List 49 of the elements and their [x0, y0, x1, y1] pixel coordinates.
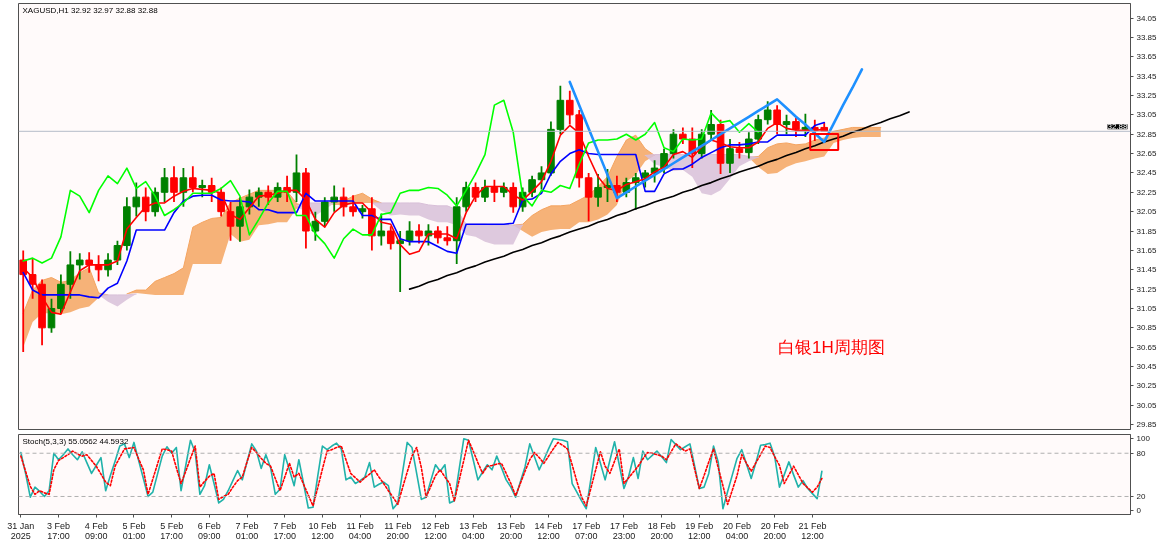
- x-tick-label: 21 Feb 12:00: [798, 520, 827, 541]
- y-tick-label: 33.45: [1136, 71, 1158, 81]
- x-tick-label: 5 Feb 01:00: [122, 520, 146, 541]
- y-tick-label: 30.65: [1136, 342, 1158, 352]
- y-tick-label: 30.05: [1136, 400, 1158, 410]
- x-tick-label: 13 Feb 20:00: [496, 520, 525, 541]
- x-tick-label: 13 Feb 04:00: [459, 520, 488, 541]
- x-tick-label: 18 Feb 20:00: [647, 520, 676, 541]
- y-tick-label: 31.05: [1136, 303, 1158, 313]
- y-tick-label: 31.25: [1136, 284, 1158, 294]
- y-tick-label: 31.65: [1136, 245, 1158, 255]
- y-tick-label: 32.45: [1136, 168, 1158, 178]
- y-tick-label: 31.45: [1136, 265, 1158, 275]
- y-tick-label: 31.85: [1136, 226, 1158, 236]
- y-tick-label: 33.65: [1136, 52, 1158, 62]
- y-tick-label: 33.05: [1136, 110, 1158, 120]
- x-tick-label: 20 Feb 20:00: [760, 520, 789, 541]
- y-tick-label: 33.85: [1136, 32, 1158, 42]
- y-tick-label: 0: [1136, 506, 1142, 516]
- y-tick-label: 34.05: [1136, 13, 1158, 23]
- x-tick-label: 14 Feb 12:00: [534, 520, 563, 541]
- x-tick-label: 10 Feb 12:00: [308, 520, 337, 541]
- x-tick-label: 17 Feb 07:00: [572, 520, 601, 541]
- y-tick-label: 80: [1136, 448, 1146, 458]
- chart-title: Stoch(5,3,3) 55.0562 44.5932: [22, 436, 129, 446]
- y-tick-label: 32.05: [1136, 207, 1158, 217]
- x-tick-label: 5 Feb 17:00: [160, 520, 184, 541]
- y-tick-label: 20: [1136, 491, 1146, 501]
- x-tick-label: 7 Feb 17:00: [273, 520, 297, 541]
- x-tick-label: 11 Feb 04:00: [346, 520, 374, 541]
- y-tick-label: 33.25: [1136, 90, 1158, 100]
- y-tick-label: 30.25: [1136, 381, 1158, 391]
- y-tick-label: 32.85: [1136, 129, 1158, 139]
- y-tick-label: 30.85: [1136, 323, 1158, 333]
- y-tick-label: 29.85: [1136, 420, 1158, 430]
- x-tick-label: 20 Feb 04:00: [723, 520, 752, 541]
- y-tick-label: 32.25: [1136, 187, 1158, 197]
- x-tick-label: 6 Feb 09:00: [197, 520, 221, 541]
- y-tick-label: 32.65: [1136, 149, 1158, 159]
- x-tick-label: 31 Jan 2025: [7, 520, 35, 541]
- x-tick-label: 17 Feb 23:00: [609, 520, 638, 541]
- x-tick-label: 3 Feb 17:00: [47, 520, 71, 541]
- y-tick-label: 100: [1136, 434, 1151, 444]
- x-tick-label: 19 Feb 12:00: [685, 520, 714, 541]
- x-tick-label: 4 Feb 09:00: [84, 520, 108, 541]
- x-tick-label: 12 Feb 12:00: [421, 520, 450, 541]
- x-tick-label: 11 Feb 20:00: [384, 520, 412, 541]
- y-tick-label: 30.45: [1136, 362, 1158, 372]
- x-tick-label: 7 Feb 01:00: [235, 520, 259, 541]
